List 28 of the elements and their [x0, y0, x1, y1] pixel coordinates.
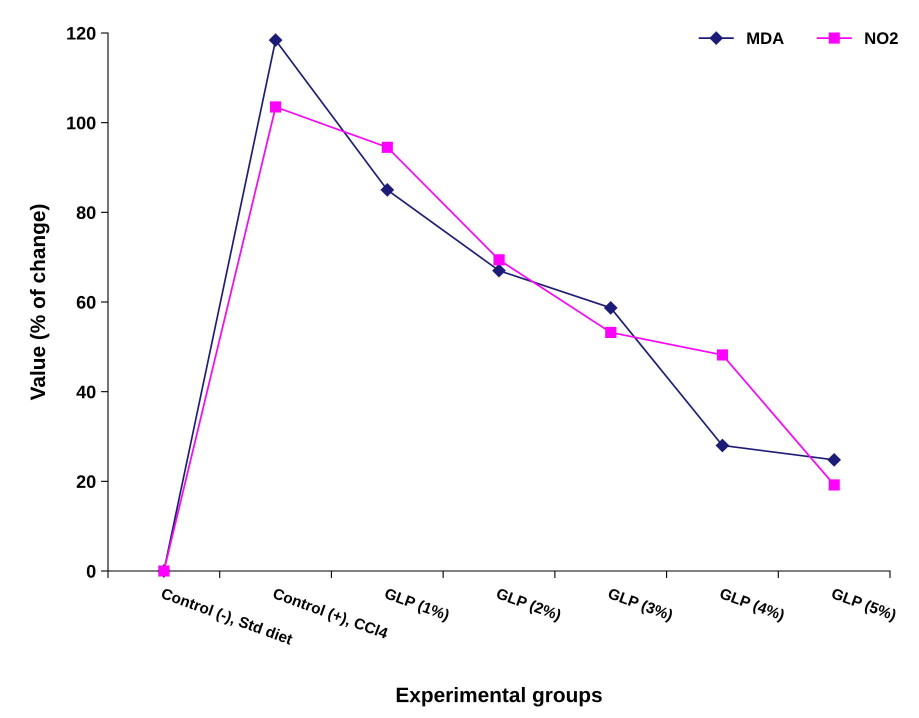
- point: [380, 183, 394, 197]
- point: [716, 438, 730, 452]
- x-tick-label: GLP (4%): [718, 587, 786, 624]
- point: [270, 101, 282, 113]
- x-tick-label: GLP (5%): [830, 587, 897, 624]
- y-tick-label: 40: [76, 386, 96, 398]
- point: [382, 142, 393, 153]
- y-tick-label: 120: [67, 26, 96, 40]
- y-tick-label: 0: [86, 564, 96, 578]
- point: [493, 254, 505, 266]
- y-tick-label: 80: [76, 206, 96, 220]
- x-tick-label: GLP (3%): [606, 587, 674, 624]
- point: [828, 479, 840, 490]
- x-tick-label: GLP (1%): [383, 587, 450, 624]
- legend-label: MDA: [747, 32, 784, 44]
- point: [605, 326, 616, 338]
- x-tick-label: GLP (2%): [494, 587, 562, 624]
- point: [604, 301, 618, 314]
- y-tick-label: 20: [76, 475, 96, 488]
- y-tick-label: 100: [67, 116, 96, 130]
- legend-label: NO2: [865, 32, 898, 44]
- point: [492, 264, 506, 278]
- x-axis-title: Experimental groups: [396, 686, 602, 706]
- point: [716, 349, 728, 360]
- point: [268, 34, 282, 47]
- y-tick-label: 60: [76, 296, 96, 309]
- point: [828, 453, 841, 466]
- y-axis-title: Value (% of change): [30, 204, 50, 400]
